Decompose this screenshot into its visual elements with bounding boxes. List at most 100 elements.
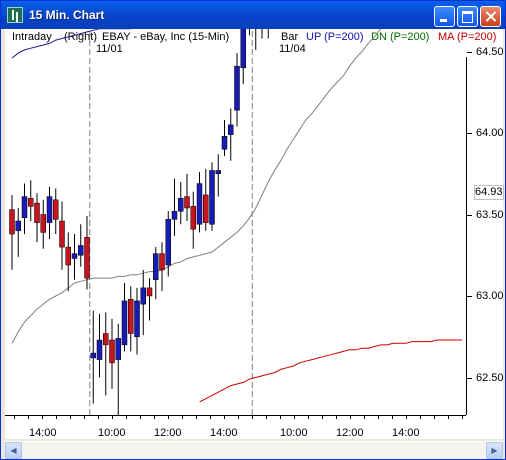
time-tick-label: 14:00	[210, 427, 238, 439]
time-tick	[56, 415, 57, 419]
price-tick-label: 64.00	[476, 127, 504, 139]
price-tick-label: 63.50	[476, 208, 504, 221]
price-tick	[467, 296, 472, 297]
price-tick-label: 63.00	[476, 290, 504, 302]
price-tick-label: 64.50	[476, 45, 504, 58]
price-tick	[467, 51, 472, 53]
candle	[71, 253, 78, 259]
candle	[65, 246, 71, 266]
candle	[146, 287, 153, 297]
price-tick-label: 62.50	[476, 371, 504, 384]
time-tick	[224, 415, 225, 419]
candle	[15, 220, 21, 232]
time-tick	[210, 415, 211, 419]
window-title: 15 Min. Chart	[29, 8, 105, 22]
time-tick	[28, 415, 29, 419]
time-tick	[182, 415, 183, 419]
candle	[21, 196, 28, 219]
candle	[115, 338, 121, 360]
time-tick	[420, 415, 421, 419]
time-tick	[112, 415, 113, 419]
time-tick-label: 14:00	[392, 427, 420, 439]
candle	[84, 237, 90, 279]
candle	[190, 206, 196, 230]
candle	[171, 210, 178, 220]
candle	[121, 300, 128, 346]
time-tick	[84, 415, 85, 419]
minimize-button[interactable]	[434, 6, 455, 27]
candle	[53, 199, 59, 220]
candle	[28, 197, 34, 207]
candle	[153, 253, 159, 280]
time-tick	[98, 415, 99, 419]
time-tick	[434, 415, 435, 419]
price-tick	[467, 377, 472, 379]
time-tick-label: 12:00	[336, 427, 364, 439]
chart-app-icon	[7, 7, 23, 23]
last-price-label: 64.93	[474, 185, 504, 200]
candle	[34, 202, 40, 223]
time-tick	[322, 415, 323, 419]
time-tick	[336, 415, 337, 419]
time-tick	[462, 415, 463, 419]
price-axis	[466, 57, 504, 415]
candle	[59, 220, 65, 248]
time-tick-label: 14:00	[29, 427, 57, 439]
series-line	[11, 29, 132, 59]
interval-mode: Intraday	[12, 31, 52, 43]
close-button[interactable]	[480, 6, 501, 27]
time-tick	[42, 415, 43, 419]
candle	[9, 209, 15, 235]
time-tick	[448, 415, 449, 419]
time-tick	[196, 415, 197, 419]
candle	[78, 245, 84, 256]
time-tick-label: 12:00	[154, 427, 182, 439]
time-tick-label: 10:00	[280, 427, 308, 439]
time-tick	[406, 415, 407, 419]
candle	[203, 194, 209, 223]
title-bar[interactable]: 15 Min. Chart	[1, 1, 505, 29]
time-tick	[308, 415, 309, 419]
candle	[178, 197, 184, 212]
candle	[103, 333, 109, 346]
time-tick	[266, 415, 267, 419]
candle	[234, 65, 240, 111]
time-tick	[392, 415, 393, 419]
candle	[159, 253, 165, 271]
time-tick	[140, 415, 141, 419]
time-tick	[350, 415, 351, 419]
time-tick	[154, 415, 155, 419]
candle	[40, 214, 46, 233]
time-tick	[238, 415, 239, 419]
scroll-left-button[interactable]: ◀	[5, 442, 22, 459]
time-tick	[126, 415, 127, 419]
maximize-button[interactable]	[457, 6, 478, 27]
session-date-label: 11/04	[279, 43, 306, 55]
candle	[128, 299, 134, 334]
candle	[140, 287, 146, 305]
horizontal-scrollbar[interactable]: ◀ ▶	[5, 441, 503, 459]
time-tick	[252, 415, 253, 419]
candle	[165, 219, 171, 266]
candle	[215, 170, 221, 175]
chart-area[interactable]	[5, 29, 503, 439]
candle	[240, 29, 246, 69]
time-tick	[378, 415, 379, 419]
candle	[109, 339, 115, 364]
candle	[184, 196, 190, 209]
price-tick	[467, 214, 472, 216]
time-axis	[5, 415, 466, 416]
candle	[46, 196, 53, 223]
time-tick	[364, 415, 365, 419]
scroll-right-button[interactable]: ▶	[486, 442, 503, 459]
candle	[196, 183, 203, 225]
session-date-label: 11/01	[96, 43, 123, 55]
chart-style-label: Bar	[281, 31, 299, 43]
moving-average-legend: MA (P=200)	[438, 31, 497, 43]
candle	[209, 170, 215, 225]
price-plot[interactable]	[5, 29, 466, 415]
candle	[90, 352, 96, 359]
series-line	[199, 339, 462, 403]
upper-band-legend: UP (P=200)	[306, 31, 364, 43]
